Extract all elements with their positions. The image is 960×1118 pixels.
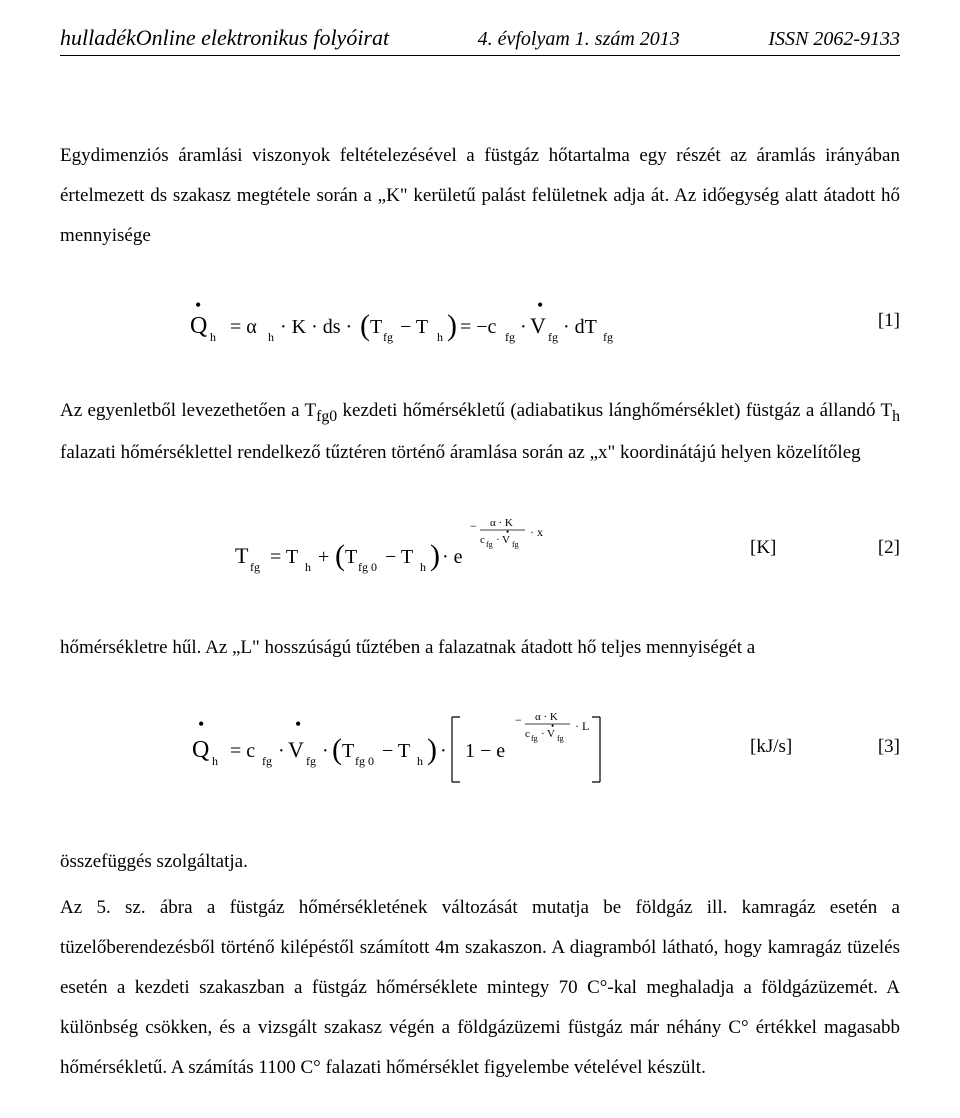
issn: ISSN 2062-9133	[768, 28, 900, 51]
svg-text:Q: Q	[192, 737, 209, 763]
paragraph-2: Az egyenletből levezethetően a Tfg0 kezd…	[60, 391, 900, 473]
page: hulladékOnline elektronikus folyóirat 4.…	[0, 0, 960, 1118]
svg-text:fg: fg	[250, 560, 260, 574]
svg-text:1 − e: 1 − e	[465, 740, 505, 762]
paragraph-1: Egydimenziós áramlási viszonyok feltétel…	[60, 136, 900, 256]
svg-text:V: V	[547, 728, 555, 740]
svg-text:•: •	[198, 714, 204, 734]
paragraph-3: hőmérsékletre hűl. Az „L" hosszúságú tűz…	[60, 628, 900, 668]
svg-text:fg 0: fg 0	[358, 560, 377, 574]
svg-text:fg: fg	[486, 540, 493, 549]
svg-text:h: h	[212, 754, 218, 768]
equation-2-number: [2]	[840, 537, 900, 559]
svg-text:− T: − T	[385, 546, 413, 568]
svg-text:fg: fg	[557, 734, 564, 743]
svg-text:•: •	[195, 295, 201, 315]
svg-text:h: h	[420, 560, 426, 574]
p2-mid2: falazati hőmérséklettel rendelkező tűzté…	[60, 442, 861, 463]
svg-text:α · K: α · K	[535, 711, 558, 723]
svg-text:fg: fg	[505, 330, 515, 344]
svg-text:·: ·	[520, 316, 527, 338]
svg-text:V: V	[502, 534, 510, 546]
svg-text:fg: fg	[383, 330, 393, 344]
svg-text:T: T	[370, 316, 382, 338]
svg-text:fg: fg	[262, 754, 272, 768]
equation-2-svg: T fg = T h + ( T fg 0 − T h ) · e − α · …	[180, 508, 600, 588]
p2-prefix: Az egyenletből levezethetően a T	[60, 400, 316, 421]
svg-text:T: T	[235, 543, 249, 568]
svg-text:V: V	[530, 313, 546, 338]
svg-text:fg: fg	[512, 540, 519, 549]
svg-text:·: ·	[541, 728, 545, 740]
svg-text:·: ·	[278, 740, 285, 762]
svg-text:·: ·	[322, 740, 329, 762]
svg-text:·: ·	[440, 740, 447, 762]
svg-text:(: (	[335, 539, 345, 572]
svg-text:− T: − T	[400, 316, 428, 338]
svg-text:·: ·	[496, 534, 500, 546]
svg-text:= −c: = −c	[460, 316, 497, 338]
equation-1-number: [1]	[840, 310, 900, 332]
svg-text:fg: fg	[603, 330, 613, 344]
svg-text:): )	[430, 539, 440, 572]
svg-text:· e: · e	[442, 546, 463, 568]
svg-text:− T: − T	[382, 740, 410, 762]
svg-text:T: T	[342, 740, 354, 762]
p2-sub2: h	[892, 407, 900, 424]
equation-1: • Q h = α h · K · ds · ( T fg − T h ) = …	[60, 291, 720, 351]
equation-2: T fg = T h + ( T fg 0 − T h ) · e − α · …	[60, 508, 720, 588]
svg-text:V: V	[288, 737, 304, 762]
equation-1-row: • Q h = α h · K · ds · ( T fg − T h ) = …	[60, 291, 900, 351]
p2-sub1: fg0	[316, 407, 337, 424]
header-rule	[60, 55, 900, 56]
svg-text:h: h	[417, 754, 423, 768]
svg-text:h: h	[210, 330, 216, 344]
svg-text:· x: · x	[530, 525, 543, 539]
svg-text:T: T	[345, 546, 357, 568]
svg-text:fg: fg	[548, 330, 558, 344]
p2-mid1: kezdeti hőmérsékletű (adiabatikus lánghő…	[337, 400, 892, 421]
equation-3-number: [3]	[840, 736, 900, 758]
page-header: hulladékOnline elektronikus folyóirat 4.…	[60, 25, 900, 51]
svg-text:· dT: · dT	[563, 316, 597, 338]
svg-text:fg 0: fg 0	[355, 754, 374, 768]
equation-3-unit: [kJ/s]	[720, 736, 840, 758]
equation-2-row: T fg = T h + ( T fg 0 − T h ) · e − α · …	[60, 508, 900, 588]
svg-text:· K · ds ·: · K · ds ·	[280, 316, 352, 338]
equation-3-svg: • Q h = c fg · • V fg · ( T fg 0 − T h )	[150, 702, 630, 792]
svg-text:): )	[447, 309, 457, 342]
svg-text:h: h	[305, 560, 311, 574]
svg-text:α · K: α · K	[490, 517, 513, 529]
svg-text:c: c	[480, 534, 485, 546]
equation-1-svg: • Q h = α h · K · ds · ( T fg − T h ) = …	[155, 291, 625, 351]
paragraph-5: Az 5. sz. ábra a füstgáz hőmérsékletének…	[60, 888, 900, 1087]
svg-text:= α: = α	[230, 316, 257, 338]
svg-text:−: −	[470, 519, 477, 533]
svg-text:+: +	[318, 546, 329, 568]
svg-text:fg: fg	[306, 754, 316, 768]
equation-2-unit: [K]	[720, 537, 840, 559]
equation-3: • Q h = c fg · • V fg · ( T fg 0 − T h )	[60, 702, 720, 792]
issue-info: 4. évfolyam 1. szám 2013	[478, 28, 680, 51]
svg-text:fg: fg	[531, 734, 538, 743]
svg-text:· L: · L	[575, 719, 589, 733]
svg-text:Q: Q	[190, 313, 207, 339]
svg-text:•: •	[295, 714, 301, 734]
journal-title: hulladékOnline elektronikus folyóirat	[60, 25, 389, 51]
svg-text:h: h	[268, 330, 274, 344]
svg-text:= c: = c	[230, 740, 255, 762]
svg-text:): )	[427, 733, 437, 766]
svg-text:c: c	[525, 728, 530, 740]
svg-text:= T: = T	[270, 546, 298, 568]
svg-text:•: •	[537, 295, 543, 315]
svg-text:−: −	[515, 713, 522, 727]
svg-text:(: (	[332, 733, 342, 766]
equation-3-row: • Q h = c fg · • V fg · ( T fg 0 − T h )	[60, 702, 900, 792]
paragraph-4: összefüggés szolgáltatja.	[60, 842, 900, 882]
svg-text:h: h	[437, 330, 443, 344]
svg-text:(: (	[360, 309, 370, 342]
